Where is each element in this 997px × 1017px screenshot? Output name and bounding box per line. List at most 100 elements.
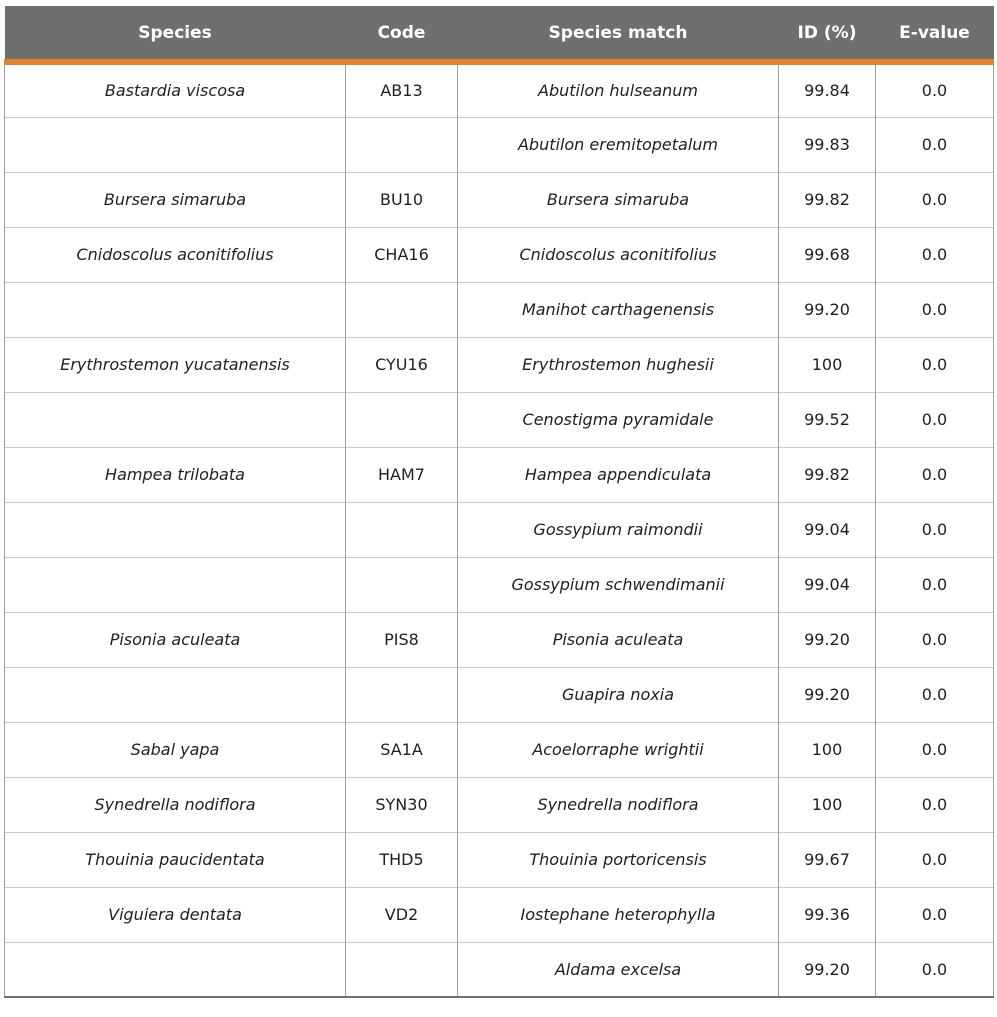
cell-code	[345, 666, 458, 722]
table-row: Thouinia paucidentata THD5 Thouinia portor…	[4, 831, 994, 887]
cell-species-match: Thouinia portoricensis	[457, 831, 779, 887]
cell-species-match: Cenostigma pyramidale	[457, 391, 779, 447]
cell-species-match: Cnidoscolus aconitifolius	[457, 226, 779, 282]
cell-species-match: Guapira noxia	[457, 666, 779, 722]
cell-evalue: 0.0	[875, 941, 994, 998]
cell-species: Sabal yapa	[4, 721, 346, 777]
cell-species-match: Abutilon eremitopetalum	[457, 116, 779, 172]
cell-id-percent: 99.52	[778, 391, 876, 447]
cell-code: BU10	[345, 171, 458, 227]
cell-id-percent: 99.20	[778, 281, 876, 337]
table-body: Bastardia viscosa AB13 Abutilon hulseanum 9…	[4, 62, 994, 998]
cell-species	[4, 501, 346, 557]
table-row: Aldama excelsa 99.20 0.0	[4, 941, 994, 998]
cell-code: HAM7	[345, 446, 458, 502]
cell-id-percent: 99.20	[778, 666, 876, 722]
cell-code: SYN30	[345, 776, 458, 832]
cell-evalue: 0.0	[875, 171, 994, 227]
cell-species	[4, 116, 346, 172]
table-row: Guapira noxia 99.20 0.0	[4, 666, 994, 722]
cell-species-match: Bursera simaruba	[457, 171, 779, 227]
cell-species	[4, 666, 346, 722]
col-header-species: Species	[4, 6, 346, 65]
col-header-species-match: Species match	[457, 6, 779, 65]
cell-species-match: Hampea appendiculata	[457, 446, 779, 502]
cell-id-percent: 99.68	[778, 226, 876, 282]
table-row: Gossypium raimondii 99.04 0.0	[4, 501, 994, 557]
cell-species	[4, 941, 346, 998]
cell-code: CYU16	[345, 336, 458, 392]
cell-species-match: Acoelorraphe wrightii	[457, 721, 779, 777]
species-match-table: Species Code Species match ID (%) E-valu…	[4, 6, 994, 998]
cell-species-match: Pisonia aculeata	[457, 611, 779, 667]
cell-id-percent: 99.36	[778, 886, 876, 942]
cell-species-match: Synedrella nodiflora	[457, 776, 779, 832]
cell-species	[4, 281, 346, 337]
cell-species: Thouinia paucidentata	[4, 831, 346, 887]
cell-id-percent: 99.82	[778, 171, 876, 227]
cell-evalue: 0.0	[875, 281, 994, 337]
cell-code	[345, 501, 458, 557]
cell-species: Cnidoscolus aconitifolius	[4, 226, 346, 282]
table-row: Pisonia aculeata PIS8 Pisonia aculeata 99.2…	[4, 611, 994, 667]
cell-species-match: Erythrostemon hughesii	[457, 336, 779, 392]
cell-evalue: 0.0	[875, 611, 994, 667]
cell-id-percent: 99.67	[778, 831, 876, 887]
cell-species: Pisonia aculeata	[4, 611, 346, 667]
cell-species: Bastardia viscosa	[4, 62, 346, 117]
cell-code	[345, 116, 458, 172]
col-header-evalue: E-value	[875, 6, 994, 65]
table-row: Abutilon eremitopetalum 99.83 0.0	[4, 116, 994, 172]
cell-code: PIS8	[345, 611, 458, 667]
cell-code: CHA16	[345, 226, 458, 282]
cell-species: Erythrostemon yucatanensis	[4, 336, 346, 392]
cell-code	[345, 556, 458, 612]
cell-id-percent: 99.82	[778, 446, 876, 502]
cell-code: AB13	[345, 62, 458, 117]
table-row: Erythrostemon yucatanensis CYU16 Erythrost…	[4, 336, 994, 392]
col-header-id-percent: ID (%)	[778, 6, 876, 65]
cell-evalue: 0.0	[875, 666, 994, 722]
table-header: Species Code Species match ID (%) E-valu…	[4, 6, 994, 65]
table-row: Gossypium schwendimanii 99.04 0.0	[4, 556, 994, 612]
cell-code: THD5	[345, 831, 458, 887]
cell-id-percent: 100	[778, 776, 876, 832]
cell-species	[4, 556, 346, 612]
cell-id-percent: 99.04	[778, 556, 876, 612]
cell-evalue: 0.0	[875, 776, 994, 832]
table-row: Hampea trilobata HAM7 Hampea appendiculata…	[4, 446, 994, 502]
cell-code	[345, 941, 458, 998]
table-row: Sabal yapa SA1A Acoelorraphe wrightii 100 0.…	[4, 721, 994, 777]
cell-species-match: Gossypium schwendimanii	[457, 556, 779, 612]
cell-species	[4, 391, 346, 447]
cell-species: Synedrella nodiflora	[4, 776, 346, 832]
cell-evalue: 0.0	[875, 116, 994, 172]
cell-species: Bursera simaruba	[4, 171, 346, 227]
table-row: Cnidoscolus aconitifolius CHA16 Cnidoscolu…	[4, 226, 994, 282]
cell-species-match: Iostephane heterophylla	[457, 886, 779, 942]
cell-evalue: 0.0	[875, 336, 994, 392]
cell-evalue: 0.0	[875, 501, 994, 557]
cell-id-percent: 100	[778, 336, 876, 392]
cell-evalue: 0.0	[875, 556, 994, 612]
cell-code: SA1A	[345, 721, 458, 777]
cell-id-percent: 99.83	[778, 116, 876, 172]
cell-id-percent: 99.84	[778, 62, 876, 117]
cell-id-percent: 100	[778, 721, 876, 777]
header-row: Species Code Species match ID (%) E-valu…	[4, 6, 994, 65]
cell-id-percent: 99.04	[778, 501, 876, 557]
table-row: Synedrella nodiflora SYN30 Synedrella nodi…	[4, 776, 994, 832]
cell-species: Viguiera dentata	[4, 886, 346, 942]
cell-evalue: 0.0	[875, 831, 994, 887]
cell-evalue: 0.0	[875, 886, 994, 942]
cell-evalue: 0.0	[875, 226, 994, 282]
cell-code	[345, 281, 458, 337]
table-row: Manihot carthagenensis 99.20 0.0	[4, 281, 994, 337]
cell-species-match: Abutilon hulseanum	[457, 62, 779, 117]
col-header-code: Code	[345, 6, 458, 65]
cell-evalue: 0.0	[875, 62, 994, 117]
cell-id-percent: 99.20	[778, 941, 876, 998]
cell-species-match: Gossypium raimondii	[457, 501, 779, 557]
cell-id-percent: 99.20	[778, 611, 876, 667]
